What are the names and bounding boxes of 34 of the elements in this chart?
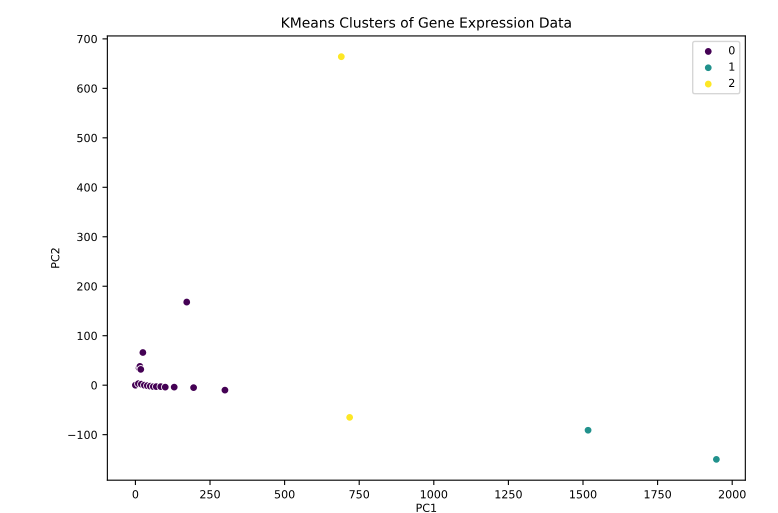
- x-tick-label: 2000: [718, 490, 746, 498]
- y-tick-label: 200: [77, 282, 97, 291]
- x-tick-label: 1750: [644, 490, 671, 498]
- x-tick-label: 1250: [495, 490, 522, 498]
- y-tick-label: 400: [76, 183, 97, 192]
- legend-label: 2: [729, 78, 734, 87]
- point: [220, 386, 230, 394]
- point: [584, 426, 592, 434]
- point: [170, 382, 178, 392]
- x-axis-title: PC1: [416, 504, 436, 512]
- x-tick-label: 250: [200, 490, 220, 498]
- x-tick-label: 500: [274, 490, 294, 498]
- y-tick-label: 600: [77, 84, 97, 93]
- legend-label: 0: [728, 46, 735, 55]
- point: [182, 298, 191, 306]
- x-tick-label: 0: [132, 490, 138, 498]
- legend-label: 1: [729, 62, 734, 71]
- chart-title: KMeans Clusters of Gene Expression Data: [282, 17, 571, 30]
- x-tick-label: 750: [350, 490, 370, 498]
- x-tick-label: 1500: [570, 490, 596, 498]
- point: [345, 413, 354, 422]
- x-tick-label: 1000: [420, 490, 448, 498]
- y-tick-label: −100: [68, 430, 97, 440]
- y-tick-label: 300: [77, 232, 97, 242]
- point: [712, 455, 721, 464]
- y-tick-label: 100: [78, 332, 97, 340]
- y-tick-label: 0: [91, 381, 97, 390]
- y-tick-label: 700: [77, 34, 97, 44]
- y-tick-label: 500: [77, 134, 97, 142]
- point: [138, 348, 148, 357]
- y-axis-title: PC2: [51, 248, 60, 268]
- point: [337, 52, 346, 61]
- point: [161, 382, 170, 392]
- point: [189, 383, 198, 392]
